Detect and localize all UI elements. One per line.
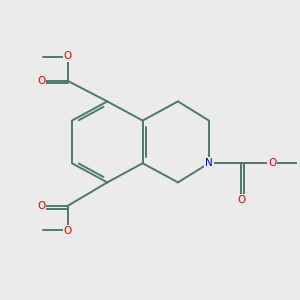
- Text: O: O: [63, 226, 72, 236]
- Text: N: N: [205, 158, 213, 168]
- Text: O: O: [268, 158, 276, 168]
- Text: O: O: [63, 51, 72, 61]
- Text: O: O: [37, 201, 45, 211]
- Text: O: O: [37, 76, 45, 86]
- Text: O: O: [237, 195, 245, 205]
